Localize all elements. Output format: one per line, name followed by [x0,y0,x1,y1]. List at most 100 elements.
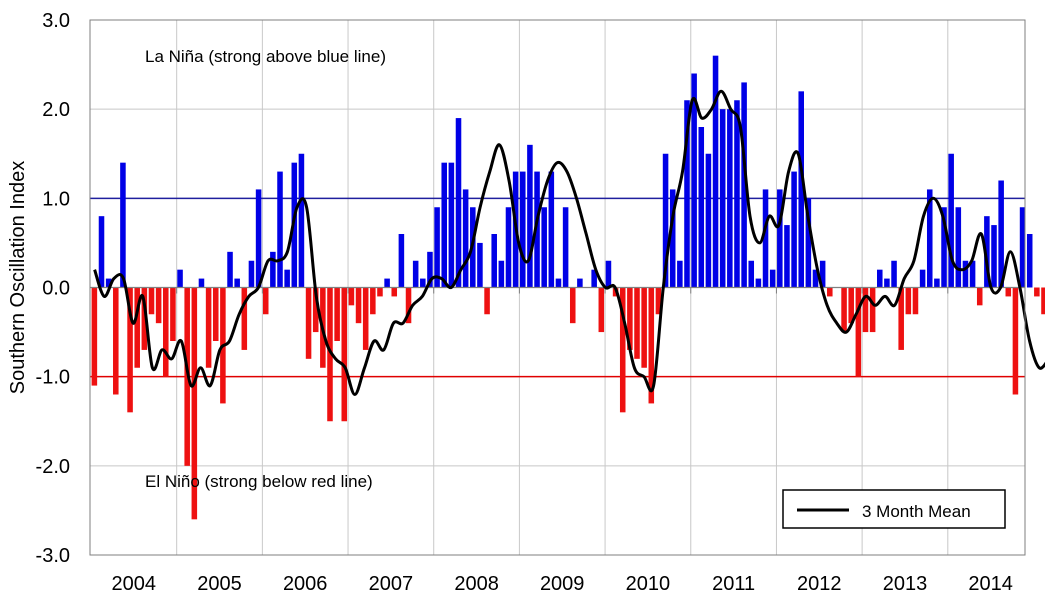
bar-month-6 [134,287,140,368]
bar-month-10 [163,287,169,377]
bar-month-115 [912,287,919,315]
bar-month-110 [877,269,883,288]
bar-month-88 [719,109,726,288]
bar-month-19 [227,251,233,288]
bar-month-9 [155,287,162,324]
bar-month-24 [262,287,269,315]
y-tick-label-2: 1.0 [42,188,70,210]
bar-month-47 [427,251,433,288]
bar-month-133 [1041,287,1045,315]
bar-month-54 [477,242,483,288]
bar-month-97 [784,225,790,288]
bar-month-132 [1034,287,1040,297]
y-tick-label-1: 2.0 [42,99,70,121]
bar-month-92 [748,260,755,288]
bar-month-96 [777,189,783,288]
bar-month-37 [355,287,362,324]
bar-month-118 [934,278,940,288]
bar-month-128 [1005,287,1012,297]
el-nino-annotation: El Niño (strong below red line) [145,472,373,491]
bar-month-99 [798,91,804,288]
bar-month-49 [441,162,447,288]
y-tick-labels: 3.0 2.0 1.0 0.0 -1.0 -2.0 -3.0 [36,10,70,567]
bar-month-39 [370,287,376,315]
bar-month-126 [991,225,997,288]
x-tick-labels: 2004 2005 2006 2007 2008 2009 2010 2011 2012 2013… [112,573,1013,595]
bar-month-120 [948,153,954,288]
bar-month-55 [484,287,490,315]
bar-month-65 [555,278,562,288]
bar-month-36 [348,287,355,306]
x-tick-label-2014: 2014 [968,573,1013,595]
bar-month-62 [534,171,540,288]
bar-month-102 [819,260,826,288]
x-tick-label-2010: 2010 [626,573,671,595]
legend: 3 Month Mean [782,489,1006,529]
plot-frame [89,19,1026,556]
bar-month-50 [448,162,455,288]
x-tick-label-2013: 2013 [883,573,928,595]
bar-month-124 [976,287,983,306]
bar-month-103 [827,287,833,297]
bar-month-114 [905,287,912,315]
bar-month-52 [462,189,469,288]
x-tick-label-2012: 2012 [797,573,842,595]
bar-month-71 [598,287,605,333]
x-tick-label-2005: 2005 [197,573,242,595]
y-tick-label-6: -3.0 [36,545,70,567]
bar-month-48 [434,207,440,288]
bar-month-100 [805,198,812,288]
bar-month-33 [327,287,333,422]
bar-month-70 [591,269,597,288]
bar-month-16 [205,287,212,368]
y-tick-label-3: 0.0 [42,278,70,300]
bar-month-5 [127,287,133,413]
bar-month-12 [177,269,183,288]
reference-lines [90,197,1025,378]
bar-month-78 [648,287,655,404]
bar-month-80 [662,153,669,288]
bar-month-57 [498,260,505,288]
bar-month-85 [698,127,705,288]
bar-month-27 [284,269,290,288]
bar-month-117 [926,189,933,288]
bar-month-30 [305,287,312,359]
bar-month-105 [841,287,847,333]
bar-month-125 [984,216,990,288]
bar-month-42 [391,287,398,297]
bar-month-29 [298,153,305,288]
bar-month-76 [634,287,640,359]
bar-month-7 [141,287,148,350]
bar-month-129 [1012,287,1019,395]
bar-month-123 [969,260,976,288]
bar-month-20 [234,278,240,288]
bar-month-106 [848,287,854,324]
bar-month-66 [562,207,569,288]
bar-month-89 [727,109,733,288]
x-tick-label-2009: 2009 [540,573,585,595]
bar-month-75 [627,287,633,350]
bar-month-122 [962,260,969,288]
y-axis-title: Southern Oscillation Index [7,161,29,394]
x-tick-label-2007: 2007 [369,573,414,595]
bar-month-23 [255,189,262,288]
y-tick-label-4: -1.0 [36,367,70,389]
bar-month-8 [148,287,155,315]
bar-month-56 [491,234,497,288]
bar-month-82 [677,260,683,288]
y-tick-label-5: -2.0 [36,456,70,478]
bar-month-64 [548,171,555,288]
y-tick-label-0: 3.0 [42,10,70,32]
bar-month-41 [384,278,390,288]
bar-month-91 [741,82,747,288]
bar-month-87 [712,55,719,288]
bar-month-83 [684,100,690,288]
bar-month-131 [1026,234,1033,288]
bar-month-26 [277,171,283,288]
bar-month-116 [919,269,926,288]
bar-month-79 [655,287,662,315]
bar-month-22 [248,260,255,288]
bar-month-127 [998,180,1004,288]
